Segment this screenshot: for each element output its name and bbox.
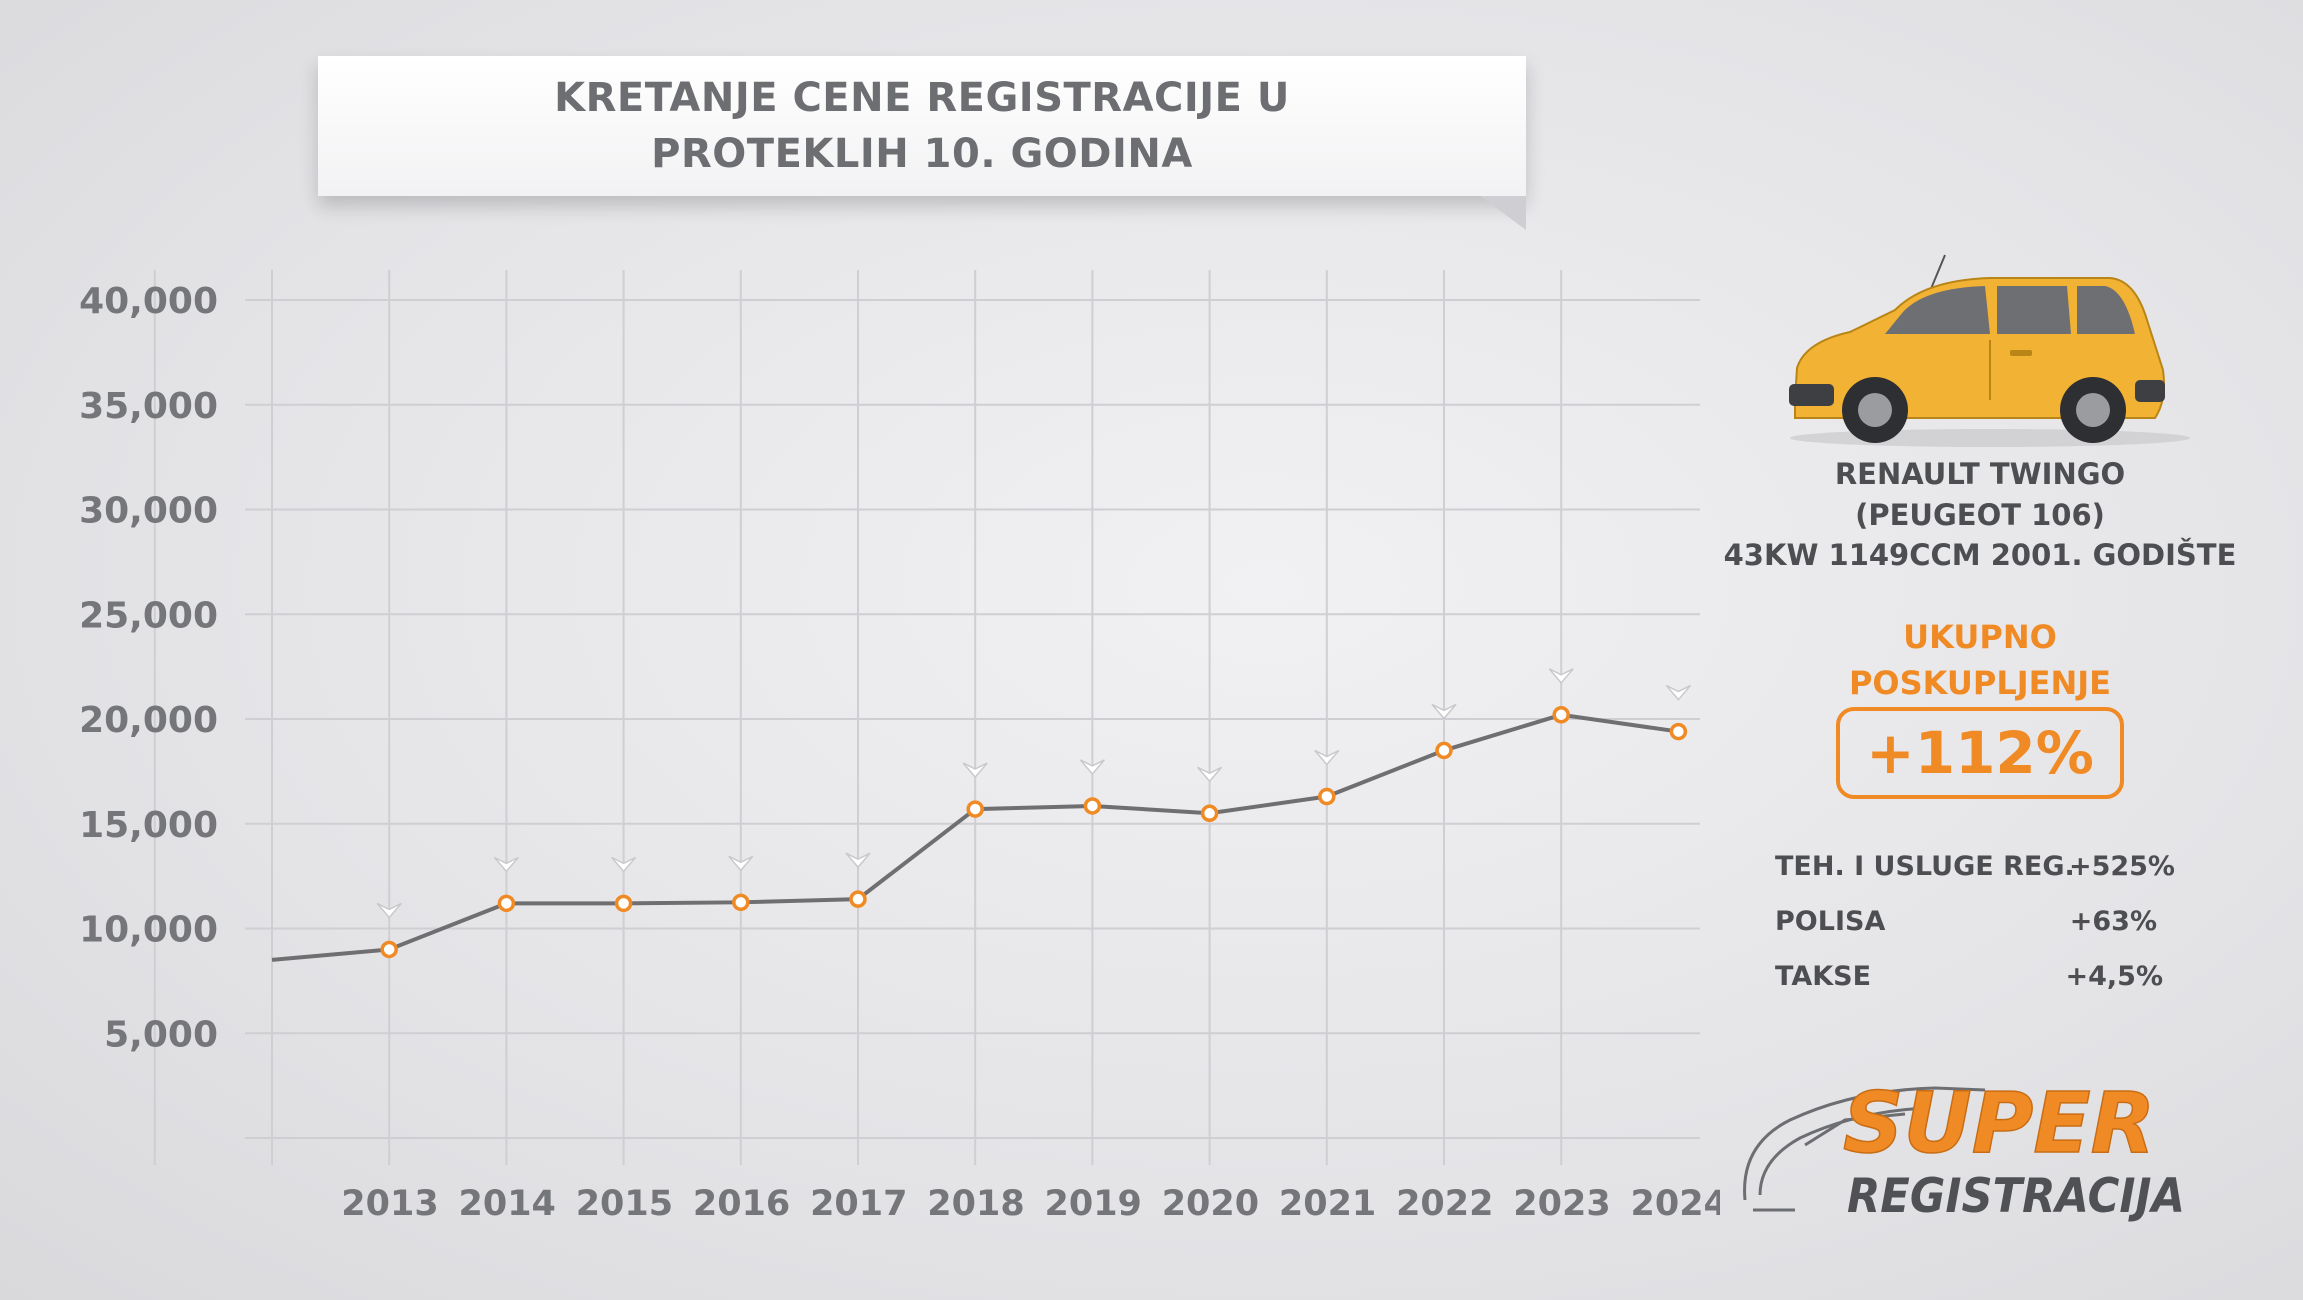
total-label-line1: UKUPNO (1903, 618, 2057, 656)
chevron-down-icon (611, 856, 637, 873)
y-tick-label: 40,000 (79, 281, 218, 322)
breakdown-value: +525% (2068, 851, 2175, 882)
breakdown-row: TAKSE +4,5% (1775, 961, 2175, 1001)
breakdown-label: POLISA (1775, 906, 1886, 937)
y-tick-label: 30,000 (79, 491, 218, 532)
data-point (966, 800, 984, 818)
data-point (1669, 722, 1688, 741)
chevron-down-icon (1431, 703, 1457, 720)
y-tick-label: 20,000 (79, 700, 218, 741)
chevron-down-icon (493, 856, 519, 873)
x-tick-label: 2019 (1044, 1184, 1141, 1224)
car-alias: (PEUGEOT 106) (1855, 498, 2105, 532)
x-tick-label: 2016 (693, 1184, 790, 1224)
y-tick-label: 25,000 (79, 595, 218, 636)
super-registracija-logo: SUPER REGISTRACIJA (1743, 1073, 2185, 1224)
data-point (1552, 706, 1570, 724)
car-specs: 43KW 1149CCM 2001. GODIŠTE (1723, 538, 2237, 572)
x-tick-label: 2022 (1396, 1184, 1493, 1224)
y-tick-label: 10,000 (79, 910, 218, 951)
y-tick-label: 35,000 (79, 386, 218, 427)
chevron-down-icon (1314, 749, 1340, 766)
x-tick-label: 2021 (1279, 1184, 1376, 1224)
breakdown-row: POLISA +63% (1775, 906, 2175, 946)
total-label-line2: POSKUPLJENJE (1848, 664, 2112, 702)
chevron-down-icon (728, 855, 754, 872)
logo-word-super: SUPER (1843, 1074, 2155, 1172)
x-tick-label: 2024 (1630, 1184, 1720, 1224)
total-increase-badge: +112% (1836, 707, 2124, 799)
logo-word-registracija: REGISTRACIJA (1847, 1169, 2185, 1224)
breakdown-value: +63% (2069, 906, 2157, 937)
x-tick-label: 2015 (576, 1184, 673, 1224)
x-tick-label: 2014 (458, 1184, 555, 1224)
data-point (732, 893, 750, 912)
title-banner: KRETANJE CENE REGISTRACIJE U PROTEKLIH 1… (318, 56, 1526, 196)
y-tick-label: 15,000 (79, 805, 218, 846)
data-point (497, 894, 516, 913)
x-tick-label: 2013 (341, 1184, 438, 1224)
x-tick-label: 2023 (1513, 1184, 1610, 1224)
car-model: RENAULT TWINGO (1834, 457, 2126, 491)
chart-title-line2: PROTEKLIH 10. GODINA (651, 131, 1193, 177)
chevron-down-icon (1548, 668, 1574, 684)
x-tick-label: 2020 (1162, 1184, 1259, 1224)
yellow-car-icon (1789, 254, 2190, 447)
title-fold-shadow (1480, 196, 1526, 230)
data-point (1200, 804, 1219, 823)
chevron-down-icon (376, 902, 402, 919)
x-tick-label: 2017 (810, 1184, 907, 1224)
chevron-down-icon (962, 762, 988, 779)
line-chart: 5,000 10,000 15,000 20,000 25,000 30,000 35,00… (79, 270, 1720, 1224)
x-tick-label: 2018 (927, 1184, 1024, 1224)
data-point (1318, 787, 1336, 806)
breakdown-label: TAKSE (1775, 961, 1872, 992)
breakdown-label: TEH. I USLUGE REG. (1775, 851, 2075, 882)
data-point (614, 894, 633, 913)
chevron-down-icon (1665, 684, 1691, 701)
car-outline-icon (1743, 1086, 1986, 1212)
y-tick-label: 5,000 (104, 1014, 218, 1055)
data-point (380, 940, 398, 959)
data-point (1083, 797, 1102, 815)
breakdown-value: +4,5% (2065, 961, 2163, 992)
chevron-down-icon (1197, 766, 1223, 783)
chevron-down-icon (845, 852, 871, 869)
chevron-down-icon (1079, 759, 1105, 776)
data-point (849, 890, 867, 908)
data-point (1435, 741, 1453, 760)
chart-title-line1: KRETANJE CENE REGISTRACIJE U (554, 75, 1290, 121)
breakdown-row: TEH. I USLUGE REG. +525% (1775, 851, 2175, 891)
